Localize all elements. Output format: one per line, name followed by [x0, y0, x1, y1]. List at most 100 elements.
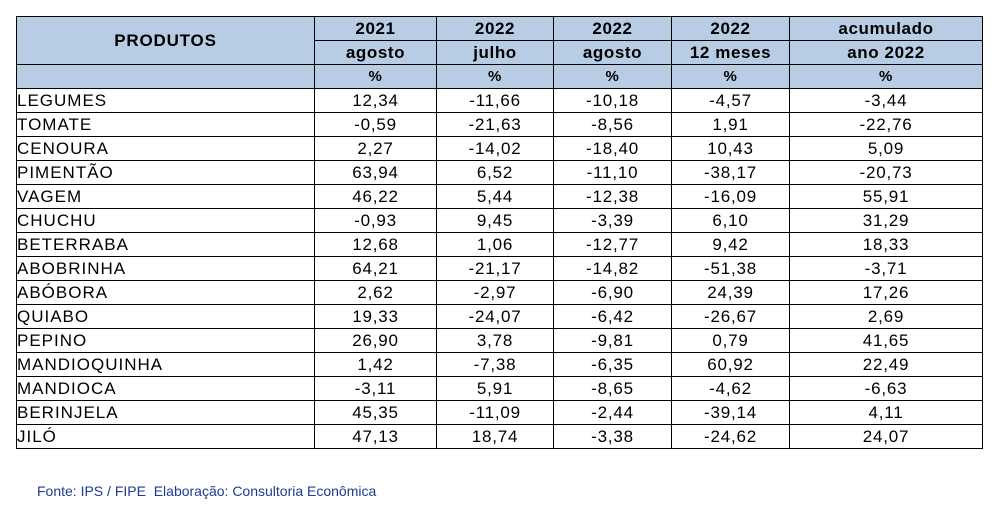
value-cell: -9,81: [553, 328, 672, 353]
value-cell: -14,02: [436, 136, 554, 161]
value-cell: 2,62: [314, 280, 437, 305]
column-unit-header: %: [553, 64, 672, 89]
product-name-cell: VAGEM: [16, 184, 315, 209]
value-cell: -11,09: [436, 400, 554, 425]
value-cell: 1,91: [671, 112, 790, 137]
product-name-cell: TOMATE: [16, 112, 315, 137]
value-cell: 31,29: [789, 208, 983, 233]
value-cell: -20,73: [789, 160, 983, 185]
product-name-cell: ABOBRINHA: [16, 256, 315, 281]
column-period-header: julho: [436, 40, 554, 65]
value-cell: -3,44: [789, 88, 983, 113]
value-cell: -26,67: [671, 304, 790, 329]
value-cell: 41,65: [789, 328, 983, 353]
table-row: QUIABO 19,33 -24,07 -6,42 -26,67 2,69: [16, 304, 983, 329]
value-cell: -12,77: [553, 232, 672, 257]
table-row: CENOURA 2,27 -14,02 -18,40 10,43 5,09: [16, 136, 983, 161]
value-cell: 24,39: [671, 280, 790, 305]
value-cell: -38,17: [671, 160, 790, 185]
table-row: MANDIOQUINHA 1,42 -7,38 -6,35 60,92 22,49: [16, 352, 983, 377]
table-row: ABÓBORA 2,62 -2,97 -6,90 24,39 17,26: [16, 280, 983, 305]
value-cell: 26,90: [314, 328, 437, 353]
column-unit-header: %: [436, 64, 554, 89]
column-period-header: 12 meses: [671, 40, 790, 65]
price-variation-table: PRODUTOS 2021 2022 2022 2022 acumulado a…: [16, 16, 983, 449]
table-row: BETERRABA 12,68 1,06 -12,77 9,42 18,33: [16, 232, 983, 257]
value-cell: 10,43: [671, 136, 790, 161]
table-row: ABOBRINHA 64,21 -21,17 -14,82 -51,38 -3,71: [16, 256, 983, 281]
value-cell: -6,63: [789, 376, 983, 401]
value-cell: -14,82: [553, 256, 672, 281]
value-cell: 0,79: [671, 328, 790, 353]
value-cell: 2,69: [789, 304, 983, 329]
value-cell: -11,66: [436, 88, 554, 113]
product-name-cell: MANDIOQUINHA: [16, 352, 315, 377]
column-unit-header: %: [789, 64, 983, 89]
value-cell: -0,59: [314, 112, 437, 137]
product-name-cell: CENOURA: [16, 136, 315, 161]
table-body: LEGUMES 12,34 -11,66 -10,18 -4,57 -3,44 TOMATE…: [16, 88, 983, 449]
column-year-header: 2022: [436, 16, 554, 41]
value-cell: 1,06: [436, 232, 554, 257]
table-row: CHUCHU -0,93 9,45 -3,39 6,10 31,29: [16, 208, 983, 233]
column-period-header: agosto: [314, 40, 437, 65]
value-cell: 12,68: [314, 232, 437, 257]
value-cell: -6,90: [553, 280, 672, 305]
value-cell: 9,42: [671, 232, 790, 257]
table-row: PEPINO 26,90 3,78 -9,81 0,79 41,65: [16, 328, 983, 353]
value-cell: 4,11: [789, 400, 983, 425]
value-cell: -24,07: [436, 304, 554, 329]
product-name-cell: BERINJELA: [16, 400, 315, 425]
produtos-header: PRODUTOS: [16, 16, 315, 65]
header-row-periods: agosto julho agosto 12 meses ano 2022: [17, 40, 983, 65]
value-cell: -3,71: [789, 256, 983, 281]
value-cell: -21,17: [436, 256, 554, 281]
value-cell: 6,52: [436, 160, 554, 185]
column-year-header: acumulado: [789, 16, 983, 41]
value-cell: 6,10: [671, 208, 790, 233]
value-cell: -39,14: [671, 400, 790, 425]
value-cell: 18,33: [789, 232, 983, 257]
column-unit-header: %: [671, 64, 790, 89]
table-row: TOMATE -0,59 -21,63 -8,56 1,91 -22,76: [16, 112, 983, 137]
header-row-years: PRODUTOS 2021 2022 2022 2022 acumulado: [16, 16, 983, 65]
value-cell: 24,07: [789, 424, 983, 449]
value-cell: -24,62: [671, 424, 790, 449]
value-cell: 19,33: [314, 304, 437, 329]
value-cell: 22,49: [789, 352, 983, 377]
value-cell: 17,26: [789, 280, 983, 305]
value-cell: 5,44: [436, 184, 554, 209]
value-cell: 1,42: [314, 352, 437, 377]
value-cell: -12,38: [553, 184, 672, 209]
value-cell: 63,94: [314, 160, 437, 185]
value-cell: 3,78: [436, 328, 554, 353]
value-cell: 47,13: [314, 424, 437, 449]
value-cell: 45,35: [314, 400, 437, 425]
column-period-header: ano 2022: [789, 40, 983, 65]
value-cell: 55,91: [789, 184, 983, 209]
table-row: MANDIOCA -3,11 5,91 -8,65 -4,62 -6,63: [16, 376, 983, 401]
table-row: BERINJELA 45,35 -11,09 -2,44 -39,14 4,11: [16, 400, 983, 425]
table-row: LEGUMES 12,34 -11,66 -10,18 -4,57 -3,44: [16, 88, 983, 113]
value-cell: 5,09: [789, 136, 983, 161]
product-name-cell: CHUCHU: [16, 208, 315, 233]
value-cell: -7,38: [436, 352, 554, 377]
table-row: PIMENTÃO 63,94 6,52 -11,10 -38,17 -20,73: [16, 160, 983, 185]
value-cell: -2,97: [436, 280, 554, 305]
value-cell: -6,42: [553, 304, 672, 329]
column-period-header: agosto: [553, 40, 672, 65]
product-name-cell: MANDIOCA: [16, 376, 315, 401]
header-row-units: % % % % %: [16, 64, 983, 89]
product-name-cell: QUIABO: [16, 304, 315, 329]
column-year-header: 2021: [314, 16, 437, 41]
product-name-cell: JILÓ: [16, 424, 315, 449]
value-cell: 5,91: [436, 376, 554, 401]
value-cell: -8,56: [553, 112, 672, 137]
table-header: PRODUTOS 2021 2022 2022 2022 acumulado a…: [16, 16, 983, 89]
table-row: VAGEM 46,22 5,44 -12,38 -16,09 55,91: [16, 184, 983, 209]
product-name-cell: PEPINO: [16, 328, 315, 353]
product-name-cell: LEGUMES: [16, 88, 315, 113]
value-cell: -51,38: [671, 256, 790, 281]
value-cell: -4,57: [671, 88, 790, 113]
value-cell: -8,65: [553, 376, 672, 401]
